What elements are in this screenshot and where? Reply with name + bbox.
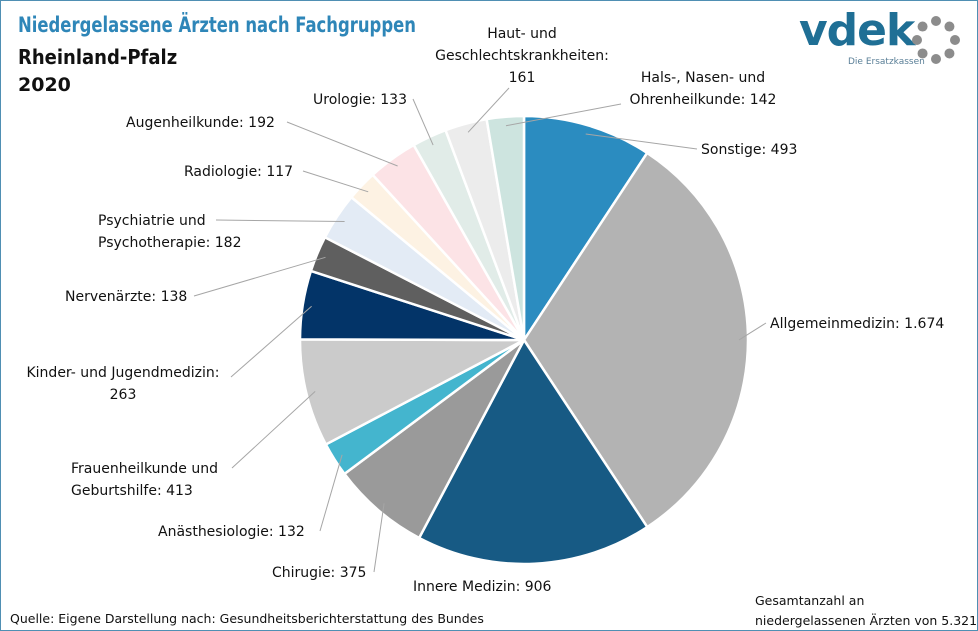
pie-slice-1 <box>522 114 649 342</box>
leader-line-1 <box>585 133 698 150</box>
chart-subtitle: Rheinland-Pfalz <box>18 45 178 69</box>
logo-dot <box>944 48 955 59</box>
logo-dot <box>931 16 941 26</box>
slice-label-4-line-1: Chirugie: 375 <box>272 565 366 581</box>
slice-label-6-line-1: Frauenheilkunde und <box>71 461 218 477</box>
leader-line-7 <box>230 305 312 378</box>
slice-label-7: Kinder- und Jugendmedizin: 263 <box>26 365 219 403</box>
slice-label-13-line-2: Geschlechtskrankheiten: <box>435 48 609 64</box>
logo-dot <box>950 35 960 45</box>
slice-label-9: Psychiatrie und Psychotherapie: 182 <box>98 213 242 251</box>
leader-line-9 <box>215 219 345 222</box>
pie-slice-6 <box>298 338 526 446</box>
logo-tagline: Die Ersatzkassen <box>848 57 925 67</box>
total-note: Gesamtanzahl an niedergelassenen Ärzten … <box>755 591 978 630</box>
slice-label-11-line-1: Augenheilkunde: 192 <box>126 115 275 131</box>
pie-slice-14 <box>485 114 526 342</box>
slice-label-3: Innere Medizin: 906 <box>413 579 552 595</box>
slice-label-6: Frauenheilkunde und Geburtshilfe: 413 <box>71 461 218 499</box>
slice-label-1-line-1: Sonstige: 493 <box>701 142 797 158</box>
leader-lines <box>193 87 767 573</box>
slice-label-6-line-2: Geburtshilfe: 413 <box>71 483 193 499</box>
slice-label-7-line-1: Kinder- und Jugendmedizin: <box>26 365 219 381</box>
slice-label-11: Augenheilkunde: 192 <box>126 115 275 131</box>
logo-dot <box>944 21 955 32</box>
slice-label-3-line-1: Innere Medizin: 906 <box>413 579 552 595</box>
slice-label-5-line-1: Anästhesiologie: 132 <box>158 524 305 540</box>
chart-year: 2020 <box>18 74 71 96</box>
slice-label-14: Hals-, Nasen- und Ohrenheilkunde: 142 <box>630 70 777 108</box>
slice-label-13-line-3: 161 <box>509 70 536 86</box>
leader-line-2 <box>738 322 767 341</box>
logo-dot <box>912 35 922 45</box>
slice-label-12: Urologie: 133 <box>313 92 407 108</box>
pie-slices <box>298 114 750 566</box>
pie-slice-3 <box>417 338 649 566</box>
pie-slice-2 <box>522 151 750 529</box>
slice-label-12-line-1: Urologie: 133 <box>313 92 407 108</box>
slice-label-13: Haut- und Geschlechtskrankheiten: 161 <box>435 26 609 86</box>
slice-labels: Sonstige: 493 Allgemeinmedizin: 1.674 Inne… <box>26 26 944 595</box>
leader-line-5 <box>319 454 343 532</box>
logo-dot <box>917 21 928 32</box>
leader-line-4 <box>373 503 385 573</box>
source-note: Quelle: Eigene Darstellung nach: Gesundh… <box>10 611 484 626</box>
slice-label-9-line-1: Psychiatrie und <box>98 213 206 229</box>
leader-line-14 <box>505 103 622 127</box>
total-note-line1: Gesamtanzahl an <box>755 593 865 608</box>
slice-label-8-line-1: Nervenärzte: 138 <box>65 289 187 305</box>
leader-line-8 <box>193 256 326 297</box>
slice-label-5: Anästhesiologie: 132 <box>158 524 305 540</box>
logo-dot <box>931 54 941 64</box>
slice-label-4: Chirugie: 375 <box>272 565 366 581</box>
chart-title: Niedergelassene Ärzten nach Fachgruppen <box>18 13 416 37</box>
slice-label-2: Allgemeinmedizin: 1.674 <box>770 316 944 332</box>
slice-label-1: Sonstige: 493 <box>701 142 797 158</box>
logo-ring-icon <box>912 16 960 64</box>
leader-line-11 <box>286 121 398 167</box>
logo-dot <box>917 48 928 59</box>
slice-label-14-line-1: Hals-, Nasen- und <box>641 70 765 86</box>
leader-line-12 <box>412 98 434 146</box>
slice-label-8: Nervenärzte: 138 <box>65 289 187 305</box>
slice-label-10: Radiologie: 117 <box>184 164 293 180</box>
total-note-line2: niedergelassenen Ärzten von 5.321 <box>755 613 978 628</box>
slice-label-14-line-2: Ohrenheilkunde: 142 <box>630 92 777 108</box>
leader-line-13 <box>467 87 510 133</box>
slice-label-9-line-2: Psychotherapie: 182 <box>98 235 242 251</box>
vdek-logo: vdek Die Ersatzkassen <box>799 5 964 71</box>
slice-label-7-line-2: 263 <box>110 387 137 403</box>
slice-label-13-line-1: Haut- und <box>487 26 557 42</box>
leader-line-10 <box>302 170 369 193</box>
slice-label-10-line-1: Radiologie: 117 <box>184 164 293 180</box>
slice-label-2-line-1: Allgemeinmedizin: 1.674 <box>770 316 944 332</box>
logo-wordmark: vdek <box>799 5 915 56</box>
leader-line-6 <box>231 391 316 469</box>
